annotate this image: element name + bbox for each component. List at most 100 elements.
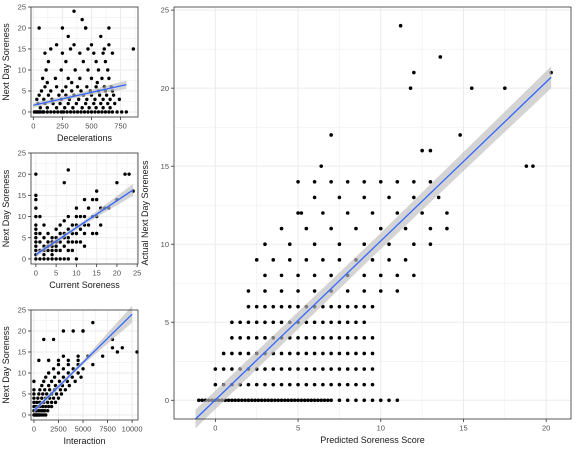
data-point bbox=[46, 358, 51, 363]
y-axis-title: Next Day Soreness bbox=[1, 23, 11, 101]
data-point bbox=[51, 337, 56, 342]
data-point bbox=[246, 289, 251, 293]
data-point bbox=[337, 398, 342, 403]
data-point bbox=[60, 26, 65, 30]
data-point bbox=[78, 214, 83, 219]
data-point bbox=[304, 226, 309, 231]
data-point bbox=[395, 289, 400, 293]
data-point bbox=[319, 398, 324, 403]
data-point bbox=[51, 396, 56, 400]
data-point bbox=[312, 367, 317, 371]
data-point bbox=[309, 398, 314, 403]
data-point bbox=[370, 211, 375, 215]
data-point bbox=[61, 329, 66, 333]
x-axis-title: Interaction bbox=[63, 436, 105, 446]
data-point bbox=[103, 110, 108, 114]
data-point bbox=[304, 367, 309, 371]
data-point bbox=[124, 110, 129, 114]
data-point bbox=[249, 398, 254, 403]
data-point bbox=[74, 101, 79, 106]
data-point bbox=[45, 392, 49, 396]
data-point bbox=[92, 101, 96, 106]
x-tick-label: 20 bbox=[113, 269, 121, 278]
data-point bbox=[398, 23, 403, 28]
panel-border bbox=[30, 6, 139, 118]
data-point bbox=[56, 396, 61, 400]
data-point bbox=[304, 351, 309, 356]
data-point bbox=[45, 106, 49, 110]
y-tick-label: 20 bbox=[18, 327, 26, 336]
x-tick-label: 0 bbox=[32, 425, 36, 434]
data-point bbox=[94, 85, 98, 89]
data-point bbox=[110, 51, 115, 55]
data-point bbox=[107, 110, 111, 114]
x-tick-label: 20 bbox=[542, 424, 550, 433]
y-tick-label: 0 bbox=[22, 255, 26, 264]
data-point bbox=[296, 211, 300, 215]
data-point bbox=[292, 398, 297, 403]
data-point bbox=[34, 193, 38, 198]
data-point bbox=[287, 351, 292, 356]
x-tick-label: 500 bbox=[85, 122, 98, 131]
data-point bbox=[263, 273, 267, 278]
data-point bbox=[354, 336, 358, 340]
data-point bbox=[80, 106, 84, 110]
data-point bbox=[45, 400, 50, 405]
data-point bbox=[428, 179, 433, 184]
x-tick-label: 5 bbox=[54, 269, 58, 278]
data-point bbox=[78, 227, 83, 231]
data-point bbox=[287, 242, 292, 247]
data-point bbox=[387, 258, 391, 262]
data-point bbox=[296, 382, 300, 387]
y-tick-label: 15 bbox=[161, 162, 169, 171]
data-point bbox=[67, 383, 71, 388]
data-point bbox=[354, 398, 358, 403]
data-point bbox=[276, 398, 281, 403]
data-point bbox=[34, 172, 38, 176]
data-point bbox=[287, 367, 292, 371]
data-point bbox=[236, 398, 241, 403]
data-point bbox=[93, 97, 97, 102]
y-tick-label: 10 bbox=[161, 240, 169, 249]
data-point bbox=[42, 252, 46, 257]
data-point bbox=[37, 358, 41, 363]
data-point bbox=[35, 97, 39, 102]
data-point bbox=[68, 110, 73, 114]
data-point bbox=[266, 398, 271, 403]
data-point bbox=[89, 110, 94, 114]
data-point bbox=[68, 47, 73, 51]
data-point bbox=[46, 257, 50, 261]
data-point bbox=[321, 258, 325, 262]
data-point bbox=[100, 110, 104, 114]
data-point bbox=[296, 179, 300, 184]
data-point bbox=[304, 382, 309, 387]
data-point bbox=[91, 320, 95, 325]
x-tick-label: 750 bbox=[114, 122, 127, 131]
scatter-panel-current-soreness: 0 5 10 15 20 25 0 5 10 15 20 25 Current Soreness Next… bbox=[1, 149, 141, 290]
data-point bbox=[503, 86, 507, 90]
data-point bbox=[312, 273, 317, 278]
data-point bbox=[61, 375, 66, 379]
data-point bbox=[41, 404, 45, 409]
data-point bbox=[93, 110, 97, 114]
data-point bbox=[354, 226, 358, 231]
data-point bbox=[100, 354, 105, 358]
data-point bbox=[337, 195, 342, 200]
data-point bbox=[38, 106, 42, 110]
data-point bbox=[62, 219, 66, 223]
data-point bbox=[362, 289, 367, 293]
data-point bbox=[54, 392, 59, 396]
data-point bbox=[72, 43, 76, 47]
data-point bbox=[52, 375, 57, 379]
data-point bbox=[345, 179, 350, 184]
data-point bbox=[86, 206, 91, 210]
data-point bbox=[38, 110, 42, 114]
data-point bbox=[329, 336, 333, 340]
fit-line bbox=[33, 84, 127, 106]
data-point bbox=[70, 223, 75, 227]
data-point bbox=[246, 336, 251, 340]
data-point bbox=[254, 304, 259, 309]
data-point bbox=[50, 252, 54, 257]
x-tick-label: 5 bbox=[296, 424, 300, 433]
data-point bbox=[74, 206, 79, 210]
